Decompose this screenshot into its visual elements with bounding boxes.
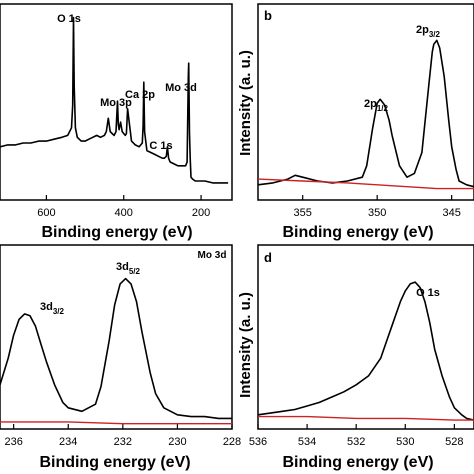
panel-b-series-1 [257,178,474,190]
panel-a-frame [0,3,233,201]
panel-a-tick-label: 600 [37,207,55,219]
panel-c-tick-label: 236 [4,436,22,448]
panel-d: 536 534 532 530 528 Binding energy (eV) Inte… [237,244,474,471]
panel-a-series-0 [0,16,229,184]
annotation-2p12: 2p1/2 [364,98,389,113]
panel-b-series-0 [257,39,474,188]
panel-b: 355 350 345 Binding energy (eV) Intensity … [237,3,474,241]
panel-d-ylabel: Intensity (a. u.) [237,292,254,398]
panel-d-xlabel: Binding energy (eV) [282,454,433,471]
panel-a-x-ticks: 600 400 200 [37,195,210,219]
panel-d-x-ticks: 536 534 532 530 528 [249,424,464,448]
panel-c-xlabel: Binding energy (eV) [39,454,190,471]
panel-c-frame [0,244,233,430]
panel-c: 236 234 232 230 228 Binding energy (eV) Mo 3… [0,244,241,471]
panel-b-ylabel: Intensity (a. u.) [237,50,254,156]
annotation-2p32: 2p3/2 [416,24,441,39]
panel-c-tick-label: 230 [168,436,186,448]
panel-d-series [257,281,474,421]
panel-c-series-1 [0,421,232,425]
panel-d-series-1 [258,415,474,421]
panel-b-tick-label: 355 [294,207,312,219]
panel-b-letter: b [264,8,272,23]
panel-a-tick-label: 200 [192,207,210,219]
annotation-ca2p: Ca 2p [125,89,155,101]
panel-a-xlabel: Binding energy (eV) [41,224,192,241]
panel-b-tick-label: 350 [368,207,386,219]
annotation-3d52: 3d5/2 [116,261,141,276]
annotation-3d32: 3d3/2 [40,301,65,316]
panel-d-tick-label: 536 [249,436,267,448]
annotation-mo3d: Mo 3d [165,82,197,94]
panel-b-series [257,39,474,190]
panel-c-series [0,277,232,425]
panel-a-series [0,16,229,184]
annotation-d-o1s: O 1s [416,287,440,299]
panel-d-frame [257,244,474,430]
panel-b-frame [257,3,474,201]
panel-c-tick-label: 228 [223,436,241,448]
panel-a-tick-label: 400 [115,207,133,219]
panel-d-series-0 [257,281,474,421]
panel-d-tick-label: 530 [396,436,414,448]
annotation-c1s: C 1s [149,140,172,152]
panel-d-tick-label: 528 [445,436,463,448]
panel-b-x-ticks: 355 350 345 [294,195,461,219]
panel-d-tick-label: 534 [298,436,316,448]
panel-a: 600 400 200 Binding energy (eV) O 1s Mo 3p… [0,3,233,241]
panel-c-tick-label: 232 [114,436,132,448]
panel-c-title: Mo 3d [198,250,227,261]
panel-c-x-ticks: 236 234 232 230 228 [4,424,241,448]
panel-d-tick-label: 532 [347,436,365,448]
panel-b-xlabel: Binding energy (eV) [282,224,433,241]
annotation-mo3p: Mo 3p [100,97,132,109]
panel-c-series-0 [0,277,232,420]
annotation-o1s: O 1s [57,13,81,25]
panel-b-tick-label: 345 [442,207,460,219]
panel-c-tick-label: 234 [59,436,77,448]
panel-d-letter: d [264,250,272,265]
